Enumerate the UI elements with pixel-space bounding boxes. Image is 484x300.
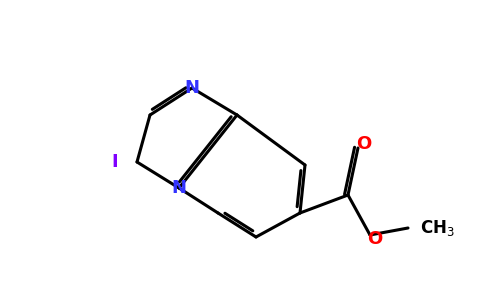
Text: O: O [356, 135, 372, 153]
Text: N: N [184, 79, 199, 97]
Text: CH$_3$: CH$_3$ [420, 218, 455, 238]
Text: N: N [171, 179, 186, 197]
Text: I: I [112, 153, 118, 171]
Text: O: O [367, 230, 383, 248]
